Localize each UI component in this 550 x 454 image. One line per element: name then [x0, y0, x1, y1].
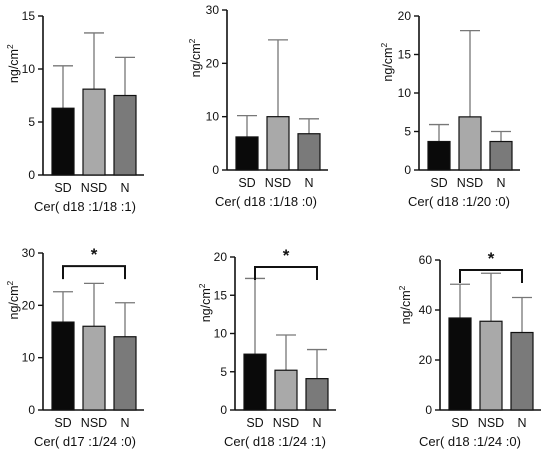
y-tick-label: 5 — [404, 125, 411, 139]
y-tick-label: 0 — [425, 403, 432, 417]
y-axis-label-unit: ng/cm — [7, 285, 21, 319]
y-axis-label-unit: ng/cm — [399, 290, 413, 324]
bar-sd — [448, 317, 472, 411]
x-axis-label: Cer( d18 :1/24 :0) — [419, 434, 521, 449]
y-axis-label: ng/cm2 — [187, 38, 203, 77]
y-tick-label: 5 — [28, 115, 35, 129]
x-axis-label: Cer( d18 :1/20 :0) — [408, 194, 510, 209]
x-tick-label-sd: SD — [451, 416, 468, 430]
bar-sd — [243, 353, 267, 411]
y-tick-label: 0 — [28, 168, 35, 182]
x-axis-label: Cer( d17 :1/24 :0) — [34, 434, 136, 449]
y-tick-label: 30 — [22, 246, 36, 260]
y-tick-label: 20 — [206, 56, 220, 70]
y-axis-label-unit: ng/cm — [381, 48, 395, 82]
y-tick-label: 0 — [220, 403, 227, 417]
bar-n — [297, 133, 321, 171]
y-tick-label: 20 — [398, 9, 412, 23]
y-axis-label: ng/cm2 — [379, 43, 395, 82]
x-tick-label-sd: SD — [54, 416, 71, 430]
x-tick-label-n: N — [496, 176, 505, 190]
bar-nsd — [82, 325, 106, 411]
chart-panel-4: 0 10 20 30 ng/cm2 SD NSD N Cer( d17 :1/24 :0) * — [5, 245, 144, 449]
x-tick-label-nsd: NSD — [81, 416, 107, 430]
y-axis-label-sup: 2 — [5, 44, 15, 49]
y-tick-label: 5 — [220, 365, 227, 379]
x-tick-label-nsd: NSD — [457, 176, 483, 190]
y-axis-label-sup: 2 — [379, 43, 389, 48]
significance-star: * — [283, 246, 290, 265]
bar-sd — [51, 321, 75, 411]
x-tick-label-sd: SD — [246, 416, 263, 430]
x-axis-label: Cer( d18 :1/18 :1) — [34, 199, 136, 214]
y-tick-label: 10 — [214, 327, 228, 341]
y-axis-label-unit: ng/cm — [199, 288, 213, 322]
x-tick-label-nsd: NSD — [478, 416, 504, 430]
y-axis-label: ng/cm2 — [397, 285, 413, 324]
significance-bracket — [459, 269, 523, 283]
bar-nsd — [266, 116, 290, 171]
x-tick-label-n: N — [120, 416, 129, 430]
y-axis-label: ng/cm2 — [5, 44, 21, 83]
chart-panel-2: 0 10 20 30 ng/cm2 SD NSD N Cer( d18 :1/18 :0) — [187, 3, 328, 209]
y-axis-label-unit: ng/cm — [7, 49, 21, 83]
bar-n — [113, 94, 137, 176]
y-tick-label: 15 — [398, 48, 412, 62]
bar-nsd — [479, 320, 503, 411]
significance-star: * — [488, 249, 495, 268]
y-tick-label: 60 — [419, 253, 433, 267]
x-tick-label-n: N — [304, 176, 313, 190]
x-tick-label-nsd: NSD — [273, 416, 299, 430]
x-axis-label: Cer( d18 :1/24 :1) — [224, 434, 326, 449]
chart-panel-1: 0 5 10 15 ng/cm2 SD NSD N Cer( d18 :1/18 :1) — [5, 9, 144, 214]
y-axis-label-sup: 2 — [397, 285, 407, 290]
significance-bracket — [254, 265, 318, 280]
y-tick-label: 40 — [419, 303, 433, 317]
y-tick-label: 10 — [398, 86, 412, 100]
y-tick-label: 0 — [404, 163, 411, 177]
x-tick-label-sd: SD — [54, 181, 71, 195]
y-axis-label: ng/cm2 — [197, 283, 213, 322]
x-tick-label-sd: SD — [238, 176, 255, 190]
bar-nsd — [274, 369, 298, 411]
chart-panel-6: 0 20 40 60 ng/cm2 SD NSD N Cer( d18 :1/24 :0) * — [397, 249, 541, 449]
bar-sd — [427, 140, 451, 171]
x-tick-label-sd: SD — [430, 176, 447, 190]
bar-sd — [235, 136, 259, 171]
y-tick-label: 0 — [28, 403, 35, 417]
y-tick-label: 20 — [214, 250, 228, 264]
x-tick-label-n: N — [120, 181, 129, 195]
bar-n — [510, 331, 534, 411]
chart-panel-5: 0 5 10 15 20 ng/cm2 SD NSD N Cer( d18 :1/24 :1) * — [197, 246, 336, 449]
y-axis-label: ng/cm2 — [5, 280, 21, 319]
x-tick-label-n: N — [312, 416, 321, 430]
y-axis-label-sup: 2 — [5, 280, 15, 285]
y-tick-label: 10 — [22, 62, 36, 76]
y-axis-label-sup: 2 — [197, 283, 207, 288]
y-tick-label: 10 — [22, 351, 36, 365]
significance-star: * — [91, 245, 98, 264]
bar-nsd — [82, 88, 106, 176]
x-axis-label: Cer( d18 :1/18 :0) — [215, 194, 317, 209]
y-tick-label: 20 — [22, 298, 36, 312]
bar-n — [489, 140, 513, 171]
y-axis-label-unit: ng/cm — [189, 43, 203, 77]
y-tick-label: 15 — [214, 288, 228, 302]
bar-n — [113, 336, 137, 411]
bar-nsd — [458, 116, 482, 171]
bar-n — [305, 378, 329, 411]
y-tick-label: 15 — [22, 9, 36, 23]
y-tick-label: 0 — [212, 163, 219, 177]
x-tick-label-nsd: NSD — [81, 181, 107, 195]
y-axis-label-sup: 2 — [187, 38, 197, 43]
x-tick-label-n: N — [517, 416, 526, 430]
chart-panel-3: 0 5 10 15 20 ng/cm2 SD NSD N Cer( d18 :1/20 :0) — [379, 9, 520, 209]
y-tick-label: 10 — [206, 110, 220, 124]
bar-sd — [51, 107, 75, 176]
y-tick-label: 30 — [206, 3, 220, 17]
y-tick-label: 20 — [419, 353, 433, 367]
significance-bracket — [62, 265, 126, 280]
x-tick-label-nsd: NSD — [265, 176, 291, 190]
